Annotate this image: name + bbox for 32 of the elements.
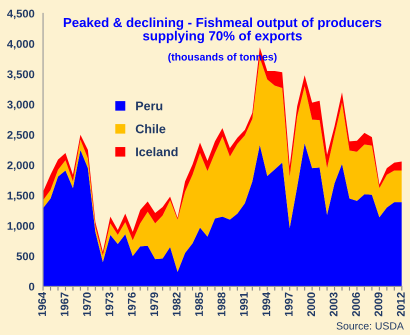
y-tick-label: 4,500 <box>7 10 34 20</box>
y-tick-label: 500 <box>16 252 34 260</box>
x-tick-label: 2000 <box>307 292 316 316</box>
x-tick-label: 1976 <box>128 292 136 316</box>
x-tick-label: 1985 <box>195 292 203 316</box>
text: Peaked & declining - Fishmeal output of producers supplying 70% of exports <box>64 17 382 44</box>
y-tick-label: 2,000 <box>7 161 34 171</box>
y-tick-label: 4,000 <box>7 40 34 50</box>
x-tick-label: 2012 <box>396 292 405 316</box>
x-tick-label: 1967 <box>60 292 68 316</box>
x-tick-label: 1982 <box>172 292 181 316</box>
x-tick-label: 1973 <box>105 292 114 316</box>
y-tick-label: 1,000 <box>8 222 34 232</box>
source-note: Source: USDA <box>336 322 404 330</box>
x-tick-label: 1991 <box>240 292 248 316</box>
x-tick-label: 1964 <box>38 292 46 316</box>
y-tick-label: 0 <box>28 282 34 291</box>
x-tick-label: 1997 <box>284 292 293 316</box>
x-tick-label: 1979 <box>150 292 158 316</box>
x-tick-label: 2006 <box>352 292 360 316</box>
legend-label: Peru <box>136 102 162 110</box>
y-tick-label: 3,000 <box>7 100 34 110</box>
y-tick-label: 3,500 <box>7 70 34 80</box>
x-tick-label: 1970 <box>83 292 91 316</box>
legend-label: Iceland <box>136 147 178 156</box>
y-tick-label: 1,500 <box>8 192 34 202</box>
y-tick-label: 2,500 <box>7 131 34 140</box>
x-tick-label: 2009 <box>374 292 382 316</box>
x-tick-label: 2003 <box>330 292 338 316</box>
legend-label: Chile <box>136 124 166 134</box>
x-tick-label: 1994 <box>262 292 270 316</box>
x-tick-label: 1988 <box>218 292 226 316</box>
